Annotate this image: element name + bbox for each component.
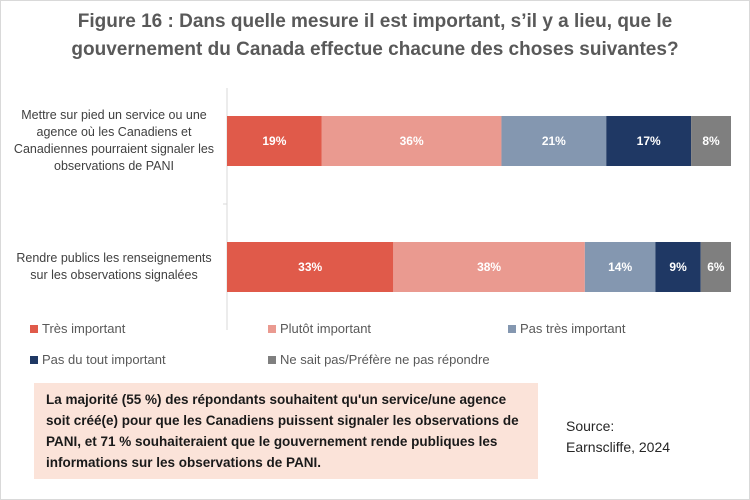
data-label: 21% xyxy=(542,134,566,148)
legend-swatch xyxy=(30,355,38,364)
category-label-1: Mettre sur pied un service ou une agence… xyxy=(13,108,215,173)
bar-segment xyxy=(655,242,701,292)
data-label: 19% xyxy=(262,134,286,148)
bar-segment xyxy=(501,116,607,166)
data-label: 8% xyxy=(702,134,720,148)
data-label: 17% xyxy=(637,134,661,148)
bar-segment xyxy=(606,116,692,166)
legend-item: Très important xyxy=(30,321,125,336)
data-label: 6% xyxy=(707,260,725,274)
bar-segment xyxy=(227,242,394,292)
legend-label: Pas du tout important xyxy=(42,352,166,367)
bar-segment xyxy=(691,116,731,166)
category-label-2: Rendre publics les renseignements sur le… xyxy=(16,251,212,282)
data-label: 14% xyxy=(608,260,632,274)
legend-label: Pas très important xyxy=(520,321,626,336)
bar-segment xyxy=(321,116,502,166)
legend-swatch xyxy=(508,324,516,333)
legend-item: Pas du tout important xyxy=(30,352,166,367)
legend-label: Plutôt important xyxy=(280,321,372,336)
legend-item: Pas très important xyxy=(508,321,626,336)
legend-label: Ne sait pas/Préfère ne pas répondre xyxy=(280,352,490,367)
data-label: 36% xyxy=(400,134,424,148)
legend-swatch xyxy=(30,324,38,333)
chart-title: Figure 16 : Dans quelle mesure il est im… xyxy=(71,11,679,60)
source-label: Source: xyxy=(566,418,615,434)
bar-segment xyxy=(700,242,731,292)
legend-label: Très important xyxy=(42,321,126,336)
data-label: 9% xyxy=(669,260,687,274)
bar-segment xyxy=(393,242,585,292)
bar-segment xyxy=(227,116,322,166)
data-label: 33% xyxy=(298,260,322,274)
legend-swatch xyxy=(268,324,276,333)
legend-swatch xyxy=(268,355,276,364)
legend-item: Plutôt important xyxy=(268,321,371,336)
source-value: Earnscliffe, 2024 xyxy=(566,439,671,455)
key-finding-box: La majorité (55 %) des répondants souhai… xyxy=(34,383,538,479)
source-note: Source: Earnscliffe, 2024 xyxy=(566,416,670,458)
bar-segment xyxy=(584,242,656,292)
legend-item: Ne sait pas/Préfère ne pas répondre xyxy=(268,352,490,367)
data-label: 38% xyxy=(477,260,501,274)
